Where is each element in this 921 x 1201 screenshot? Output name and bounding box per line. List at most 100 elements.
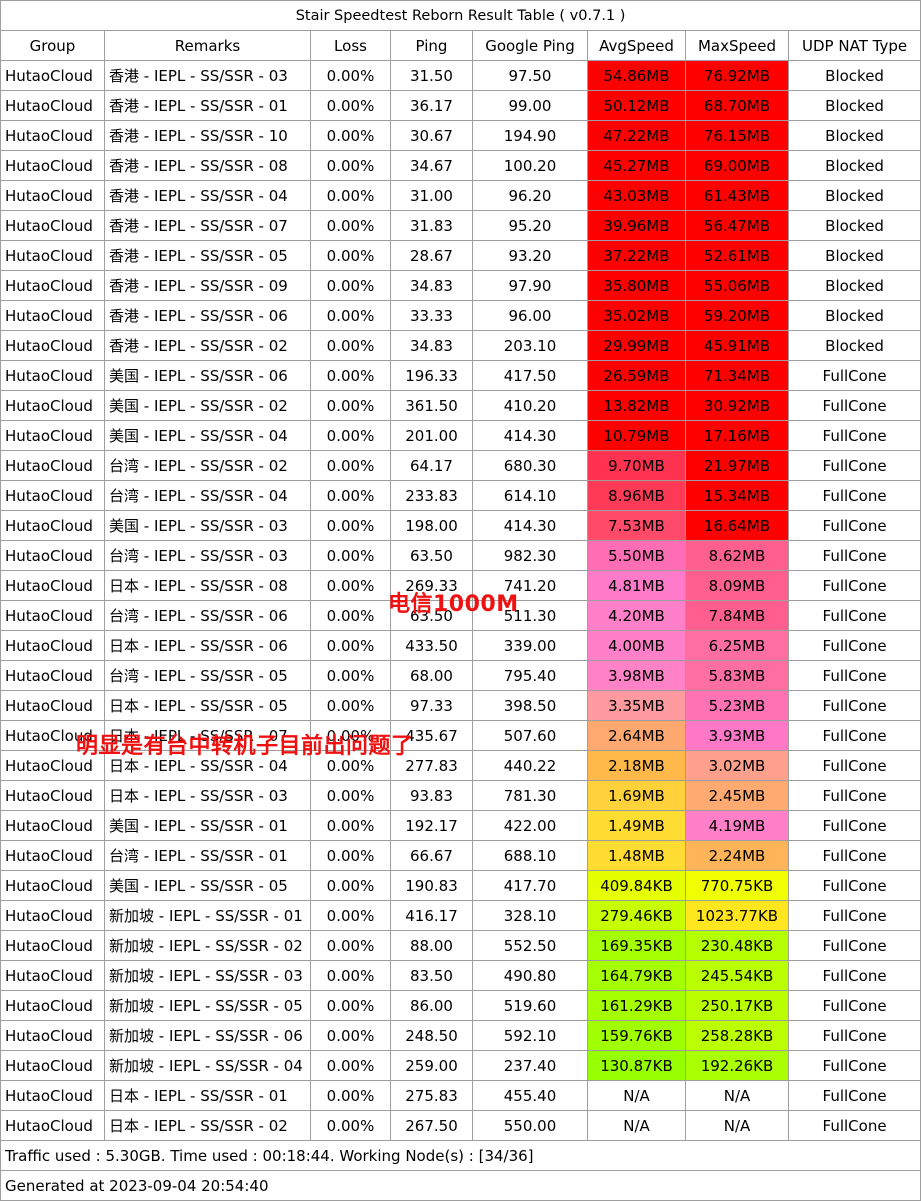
cell-max-speed: 245.54KB xyxy=(685,960,789,991)
table-row: HutaoCloud 台湾 - IEPL - SS/SSR - 04 0.00% 23… xyxy=(0,480,921,511)
cell-google-ping: 440.22 xyxy=(472,750,588,781)
cell-google-ping: 414.30 xyxy=(472,420,588,451)
cell-avg-speed: 43.03MB xyxy=(587,180,686,211)
cell-max-speed: 21.97MB xyxy=(685,450,789,481)
cell-remarks: 日本 - IEPL - SS/SSR - 01 xyxy=(104,1080,311,1111)
cell-avg-speed: 8.96MB xyxy=(587,480,686,511)
table-row: HutaoCloud 美国 - IEPL - SS/SSR - 04 0.00% 20… xyxy=(0,420,921,451)
cell-max-speed: 76.92MB xyxy=(685,60,789,91)
cell-remarks: 新加坡 - IEPL - SS/SSR - 05 xyxy=(104,990,311,1021)
cell-max-speed: 1023.77KB xyxy=(685,900,789,931)
cell-avg-speed: 4.20MB xyxy=(587,600,686,631)
cell-avg-speed: 9.70MB xyxy=(587,450,686,481)
table-title: Stair Speedtest Reborn Result Table ( v0… xyxy=(0,0,921,31)
cell-group: HutaoCloud xyxy=(0,750,105,781)
cell-max-speed: 55.06MB xyxy=(685,270,789,301)
cell-group: HutaoCloud xyxy=(0,450,105,481)
cell-loss: 0.00% xyxy=(310,330,391,361)
table-row: HutaoCloud 香港 - IEPL - SS/SSR - 06 0.00% 33… xyxy=(0,300,921,331)
cell-google-ping: 614.10 xyxy=(472,480,588,511)
cell-ping: 275.83 xyxy=(390,1080,473,1111)
cell-loss: 0.00% xyxy=(310,390,391,421)
cell-max-speed: 17.16MB xyxy=(685,420,789,451)
cell-ping: 63.50 xyxy=(390,540,473,571)
cell-group: HutaoCloud xyxy=(0,810,105,841)
cell-group: HutaoCloud xyxy=(0,480,105,511)
cell-ping: 267.50 xyxy=(390,1110,473,1141)
cell-google-ping: 507.60 xyxy=(472,720,588,751)
cell-ping: 30.67 xyxy=(390,120,473,151)
cell-ping: 433.50 xyxy=(390,630,473,661)
cell-udp-nat-type: FullCone xyxy=(787,660,921,691)
table-row: HutaoCloud 台湾 - IEPL - SS/SSR - 05 0.00% 68… xyxy=(0,660,921,691)
cell-avg-speed: 3.98MB xyxy=(587,660,686,691)
cell-google-ping: 328.10 xyxy=(472,900,588,931)
cell-ping: 196.33 xyxy=(390,360,473,391)
cell-avg-speed: 39.96MB xyxy=(587,210,686,241)
cell-group: HutaoCloud xyxy=(0,1050,105,1081)
cell-group: HutaoCloud xyxy=(0,360,105,391)
cell-ping: 190.83 xyxy=(390,870,473,901)
cell-avg-speed: 13.82MB xyxy=(587,390,686,421)
cell-ping: 63.50 xyxy=(390,600,473,631)
cell-loss: 0.00% xyxy=(310,870,391,901)
table-row: HutaoCloud 香港 - IEPL - SS/SSR - 07 0.00% 31… xyxy=(0,210,921,241)
header-max-speed: MaxSpeed xyxy=(685,30,789,61)
cell-google-ping: 982.30 xyxy=(472,540,588,571)
cell-google-ping: 550.00 xyxy=(472,1110,588,1141)
cell-group: HutaoCloud xyxy=(0,390,105,421)
cell-loss: 0.00% xyxy=(310,660,391,691)
cell-loss: 0.00% xyxy=(310,840,391,871)
table-row: HutaoCloud 新加坡 - IEPL - SS/SSR - 01 0.00% 4… xyxy=(0,900,921,931)
cell-google-ping: 237.40 xyxy=(472,1050,588,1081)
cell-group: HutaoCloud xyxy=(0,540,105,571)
cell-google-ping: 99.00 xyxy=(472,90,588,121)
cell-ping: 31.83 xyxy=(390,210,473,241)
cell-group: HutaoCloud xyxy=(0,600,105,631)
cell-group: HutaoCloud xyxy=(0,330,105,361)
table-row: HutaoCloud 台湾 - IEPL - SS/SSR - 01 0.00% 66… xyxy=(0,840,921,871)
cell-remarks: 新加坡 - IEPL - SS/SSR - 04 xyxy=(104,1050,311,1081)
cell-ping: 64.17 xyxy=(390,450,473,481)
cell-ping: 34.67 xyxy=(390,150,473,181)
cell-google-ping: 417.70 xyxy=(472,870,588,901)
table-row: HutaoCloud 日本 - IEPL - SS/SSR - 08 0.00% 26… xyxy=(0,570,921,601)
table-row: HutaoCloud 新加坡 - IEPL - SS/SSR - 04 0.00% 2… xyxy=(0,1050,921,1081)
cell-remarks: 日本 - IEPL - SS/SSR - 02 xyxy=(104,1110,311,1141)
cell-google-ping: 422.00 xyxy=(472,810,588,841)
cell-remarks: 香港 - IEPL - SS/SSR - 02 xyxy=(104,330,311,361)
cell-remarks: 日本 - IEPL - SS/SSR - 08 xyxy=(104,570,311,601)
cell-avg-speed: 5.50MB xyxy=(587,540,686,571)
cell-avg-speed: 4.00MB xyxy=(587,630,686,661)
cell-remarks: 香港 - IEPL - SS/SSR - 01 xyxy=(104,90,311,121)
cell-udp-nat-type: FullCone xyxy=(787,1020,921,1051)
cell-group: HutaoCloud xyxy=(0,270,105,301)
cell-loss: 0.00% xyxy=(310,300,391,331)
cell-remarks: 美国 - IEPL - SS/SSR - 02 xyxy=(104,390,311,421)
cell-remarks: 香港 - IEPL - SS/SSR - 03 xyxy=(104,60,311,91)
cell-remarks: 香港 - IEPL - SS/SSR - 09 xyxy=(104,270,311,301)
cell-udp-nat-type: Blocked xyxy=(787,210,921,241)
cell-udp-nat-type: FullCone xyxy=(787,810,921,841)
cell-remarks: 香港 - IEPL - SS/SSR - 05 xyxy=(104,240,311,271)
cell-udp-nat-type: FullCone xyxy=(787,930,921,961)
cell-group: HutaoCloud xyxy=(0,420,105,451)
cell-group: HutaoCloud xyxy=(0,510,105,541)
cell-loss: 0.00% xyxy=(310,630,391,661)
cell-google-ping: 410.20 xyxy=(472,390,588,421)
cell-loss: 0.00% xyxy=(310,960,391,991)
cell-group: HutaoCloud xyxy=(0,570,105,601)
cell-max-speed: 8.62MB xyxy=(685,540,789,571)
cell-loss: 0.00% xyxy=(310,720,391,751)
cell-google-ping: 680.30 xyxy=(472,450,588,481)
cell-udp-nat-type: FullCone xyxy=(787,780,921,811)
cell-group: HutaoCloud xyxy=(0,120,105,151)
cell-loss: 0.00% xyxy=(310,570,391,601)
cell-ping: 248.50 xyxy=(390,1020,473,1051)
cell-google-ping: 339.00 xyxy=(472,630,588,661)
cell-loss: 0.00% xyxy=(310,480,391,511)
cell-group: HutaoCloud xyxy=(0,780,105,811)
cell-ping: 97.33 xyxy=(390,690,473,721)
cell-ping: 31.50 xyxy=(390,60,473,91)
